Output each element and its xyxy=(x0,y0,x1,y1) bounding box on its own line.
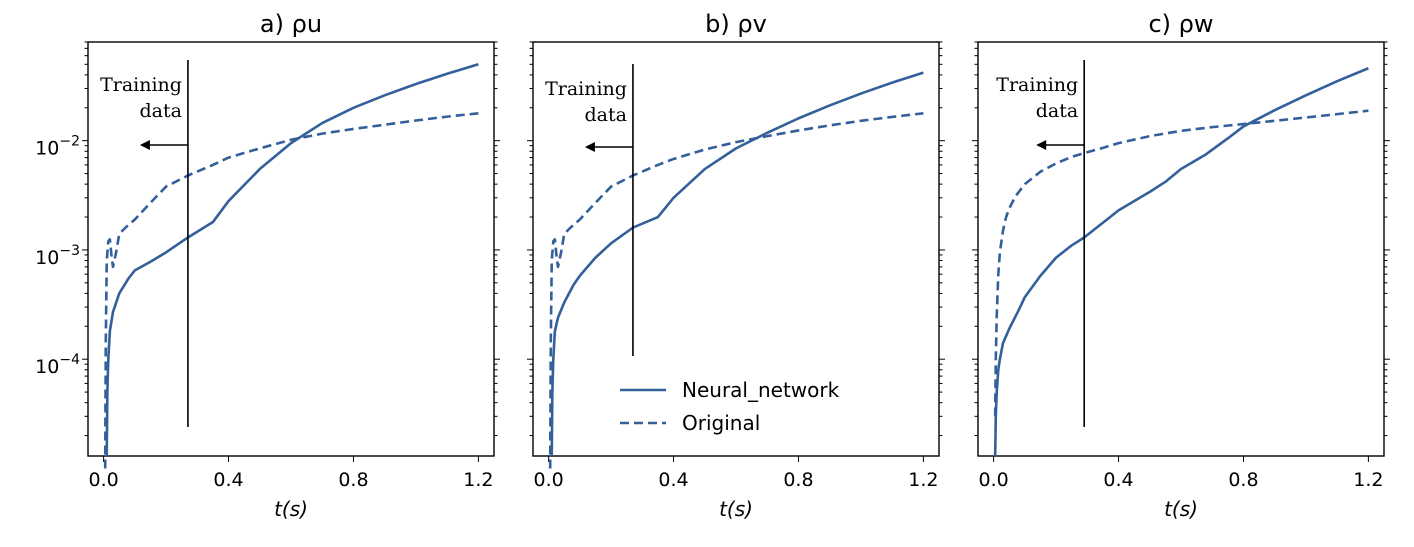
panel-c: c) ρw t(s) Training data 0.0 0.4 0.8 1.2 xyxy=(972,10,1390,521)
panel-c-annotation-line-2: data xyxy=(1036,100,1078,122)
panel-a-y-tick-label: 10−2 xyxy=(35,134,80,160)
panel-b-annotation-line-1: Training xyxy=(545,78,627,100)
panel-c-x-tick-label: 0.4 xyxy=(1103,469,1133,491)
panel-a-y-tick-label: 10−3 xyxy=(35,243,80,269)
legend-label-original: Original xyxy=(682,411,760,435)
panel-a-x-tick-label: 0.0 xyxy=(89,469,119,491)
panel-a-y-tick-label: 10−4 xyxy=(35,352,80,378)
legend-label-neural-network: Neural_network xyxy=(682,378,840,402)
panel-c-x-tick-label: 1.2 xyxy=(1353,469,1383,491)
panel-c-annotation-line-1: Training xyxy=(996,74,1078,96)
panel-b-x-tick-label: 0.0 xyxy=(534,469,564,491)
panel-a: a) ρu t(s) Training data 10−4 10−3 10−2 … xyxy=(35,10,500,521)
panel-b-title: b) ρv xyxy=(705,10,767,38)
panel-b-x-tick-label: 1.2 xyxy=(908,469,938,491)
panel-c-axes-frame xyxy=(977,41,1385,457)
panel-c-title: c) ρw xyxy=(1148,10,1213,38)
panel-c-x-axis-label: t(s) xyxy=(1164,497,1198,521)
panel-b-x-tick-label: 0.4 xyxy=(658,469,688,491)
panel-b-axes-frame xyxy=(532,41,940,457)
panel-a-axes-frame xyxy=(87,41,495,457)
panel-a-annotation-line-2: data xyxy=(139,100,181,122)
panel-b-x-tick-label: 0.8 xyxy=(783,469,813,491)
panel-b-annotation-line-2: data xyxy=(584,104,626,126)
panel-a-x-axis-label: t(s) xyxy=(274,497,308,521)
panel-a-x-tick-label: 0.4 xyxy=(213,469,243,491)
panel-a-series-original xyxy=(103,112,479,469)
panel-b-x-axis-label: t(s) xyxy=(719,497,753,521)
panel-a-annotation-line-1: Training xyxy=(100,74,182,96)
panel-c-series-original xyxy=(993,109,1369,417)
panel-a-x-tick-label: 0.8 xyxy=(338,469,368,491)
panel-c-x-tick-label: 0.0 xyxy=(979,469,1009,491)
panel-c-x-tick-label: 0.8 xyxy=(1228,469,1258,491)
panel-b: b) ρv t(s) Training data 0.0 0.4 0.8 1.2… xyxy=(527,10,945,521)
panel-a-title: a) ρu xyxy=(260,10,322,38)
panel-a-x-tick-label: 1.2 xyxy=(463,469,493,491)
panel-a-training-arrow-head xyxy=(139,140,150,150)
panel-b-series-original xyxy=(548,112,924,469)
panel-c-training-arrow-head xyxy=(1036,140,1047,150)
panel-b-training-arrow-head xyxy=(584,142,595,152)
